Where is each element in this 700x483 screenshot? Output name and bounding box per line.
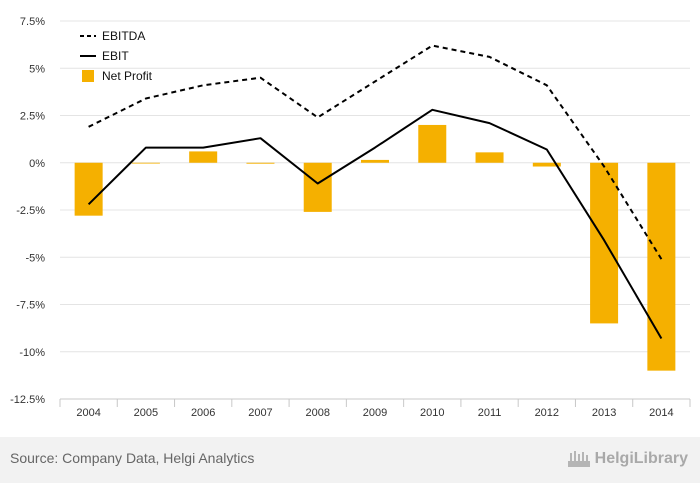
grid-lines [60,20,690,353]
ebit-line [87,108,663,340]
brand-name: HelgiLibrary [594,450,688,467]
x-tick-label: 2011 [478,407,502,419]
x-axis: 2004 2005 2006 2007 2008 2009 2010 2011 2012 2013… [59,398,691,419]
net-profit-bar [361,159,389,163]
net-profit-bar [590,162,619,324]
brand-logo: HelgiLibrary [567,448,688,470]
line-series [87,44,663,340]
net-profit-bar [246,162,275,164]
y-tick-label: -5% [25,252,45,264]
y-tick-label: -2.5% [16,205,45,217]
y-tick-label: 0% [29,158,45,170]
footer-bar: Source: Company Data, Helgi Analytics He… [0,437,700,483]
x-tick-label: 2005 [134,407,158,419]
net-profit-bar [475,152,504,163]
net-profit-bar [131,162,160,164]
legend-label: EBIT [102,49,129,63]
legend-label: Net Profit [102,69,153,83]
x-tick-label: 2007 [248,407,272,419]
y-tick-label: 5% [29,63,45,75]
y-tick-label: -10% [19,347,45,359]
y-tick-label: 7.5% [20,16,45,28]
x-tick-label: 2013 [592,407,616,419]
x-tick-label: 2012 [535,407,559,419]
source-note: Source: Company Data, Helgi Analytics [10,450,255,466]
net-profit-bar [303,162,332,212]
y-tick-label: -12.5% [10,394,45,406]
x-tick-label: 2014 [649,407,673,419]
net-profit-bar [189,151,218,163]
y-axis-ticks: 7.5% 5% 2.5% 0% -2.5% -5% -7.5% -10% -12.5% [10,16,45,406]
x-tick-label: 2010 [420,407,444,419]
x-tick-label: 2008 [305,407,329,419]
y-tick-label: 2.5% [20,111,45,123]
x-tick-label: 2004 [76,407,100,419]
x-tick-label: 2006 [191,407,215,419]
legend: EBITDA EBIT Net Profit [80,29,153,83]
library-icon [567,451,590,467]
ebitda-line [88,44,663,260]
net-profit-bar [418,124,447,163]
net-profit-bar [532,162,561,167]
legend-symbol [82,70,94,82]
net-profit-bar [74,162,103,216]
x-tick-label: 2009 [363,407,387,419]
legend-label: EBITDA [102,29,145,43]
y-tick-label: -7.5% [16,300,45,312]
bar-series [74,124,676,371]
net-profit-bar [647,162,676,371]
